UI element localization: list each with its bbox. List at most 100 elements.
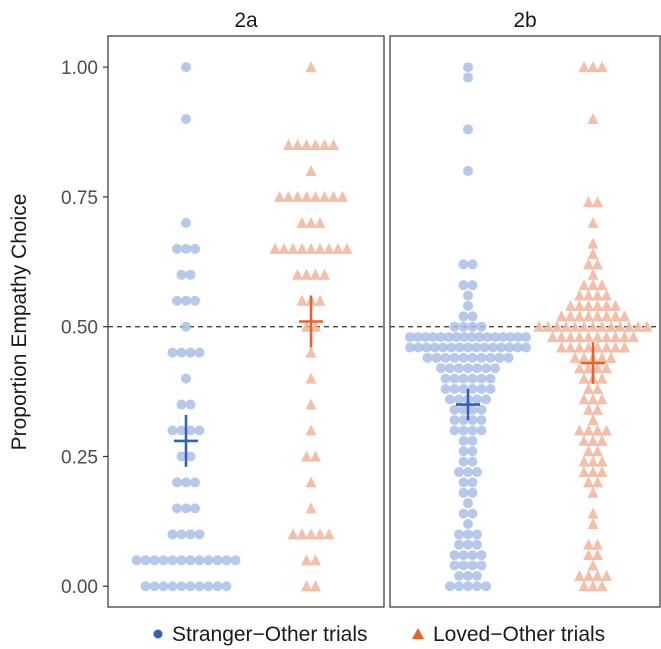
data-point-stranger — [467, 404, 478, 415]
data-point-stranger — [449, 383, 460, 394]
data-point-stranger — [472, 529, 482, 540]
data-point-stranger — [467, 383, 478, 394]
data-point-stranger — [490, 332, 501, 343]
data-point-stranger — [454, 467, 464, 478]
data-point-loved — [560, 320, 572, 332]
data-point-stranger — [167, 529, 178, 540]
data-point-loved — [592, 299, 603, 311]
data-point-loved — [278, 242, 290, 254]
data-point-stranger — [467, 259, 478, 270]
data-point-stranger — [454, 529, 464, 540]
data-point-stranger — [463, 363, 473, 374]
data-point-stranger — [443, 332, 454, 343]
data-point-loved — [583, 289, 594, 301]
data-point-stranger — [463, 529, 473, 540]
data-point-loved — [610, 310, 621, 322]
data-point-loved — [587, 414, 599, 426]
data-point-stranger — [472, 394, 482, 405]
data-point-loved — [587, 237, 599, 249]
data-point-stranger — [458, 477, 469, 488]
data-point-stranger — [521, 342, 531, 353]
data-point-stranger — [458, 321, 469, 332]
data-point-stranger — [476, 404, 487, 415]
y-axis: 0.00 0.25 0.50 0.75 1.00 — [61, 58, 108, 598]
data-point-stranger — [458, 560, 469, 571]
data-point-loved — [583, 331, 594, 343]
data-point-loved — [328, 139, 339, 151]
data-point-stranger — [181, 503, 191, 514]
data-point-loved — [319, 190, 330, 202]
panels: 2a 2b — [107, 5, 661, 608]
data-point-stranger — [476, 352, 487, 363]
data-point-stranger — [474, 332, 485, 343]
data-point-stranger — [463, 467, 473, 478]
data-point-stranger — [185, 399, 196, 410]
data-point-loved — [587, 268, 599, 280]
data-point-loved — [587, 61, 599, 73]
data-point-loved — [565, 310, 576, 322]
data-point-stranger — [467, 487, 478, 498]
data-point-loved — [619, 331, 630, 343]
data-point-loved — [587, 580, 599, 592]
data-point-loved — [605, 320, 617, 332]
data-point-stranger — [467, 435, 478, 446]
data-point-loved — [596, 393, 608, 405]
data-point-loved — [592, 382, 603, 394]
data-point-loved — [578, 320, 590, 332]
data-point-stranger — [479, 342, 490, 353]
data-point-loved — [587, 559, 599, 571]
data-point-loved — [596, 580, 608, 592]
data-point-loved — [314, 528, 326, 540]
data-point-stranger — [131, 555, 142, 566]
data-point-stranger — [212, 581, 223, 592]
data-point-stranger — [490, 363, 500, 374]
data-point-stranger — [467, 415, 478, 426]
data-point-stranger — [194, 425, 205, 436]
data-point-loved — [601, 424, 612, 436]
data-point-loved — [583, 299, 594, 311]
data-point-loved — [596, 372, 608, 384]
data-point-stranger — [458, 383, 469, 394]
data-point-stranger — [472, 467, 482, 478]
data-point-stranger — [421, 342, 432, 353]
data-point-loved — [305, 61, 317, 73]
data-point-stranger — [449, 550, 460, 561]
data-point-loved — [592, 258, 603, 270]
data-point-loved — [632, 320, 644, 332]
data-point-stranger — [476, 415, 487, 426]
data-point-loved — [287, 528, 299, 540]
data-point-stranger — [420, 332, 431, 343]
data-point-stranger — [140, 581, 151, 592]
data-point-loved — [601, 331, 612, 343]
data-point-stranger — [413, 342, 424, 353]
data-point-loved — [565, 341, 576, 353]
data-point-loved — [587, 113, 599, 125]
data-point-stranger — [494, 352, 505, 363]
data-point-loved — [578, 61, 590, 73]
data-point-stranger — [476, 321, 487, 332]
data-point-loved — [341, 242, 353, 254]
data-point-loved — [587, 466, 599, 478]
data-point-loved — [587, 517, 599, 529]
data-point-stranger — [521, 332, 531, 343]
data-point-stranger — [458, 550, 469, 561]
data-point-loved — [578, 580, 590, 592]
panel-strip-label: 2a — [234, 9, 258, 32]
panel-2b: 2b — [389, 5, 661, 608]
data-point-stranger — [185, 529, 196, 540]
data-point-stranger — [458, 446, 469, 457]
data-point-stranger — [412, 332, 423, 343]
data-point-stranger — [481, 363, 491, 374]
data-point-loved — [578, 455, 590, 467]
data-point-loved — [614, 320, 626, 332]
data-point-stranger — [463, 300, 473, 311]
data-point-stranger — [167, 425, 178, 436]
data-point-stranger — [463, 290, 473, 301]
data-point-stranger — [449, 415, 460, 426]
y-axis-title: Proportion Empathy Choice — [8, 194, 31, 451]
data-point-stranger — [167, 555, 178, 566]
data-point-stranger — [445, 581, 455, 592]
data-point-loved — [569, 320, 581, 332]
data-point-stranger — [467, 477, 478, 488]
